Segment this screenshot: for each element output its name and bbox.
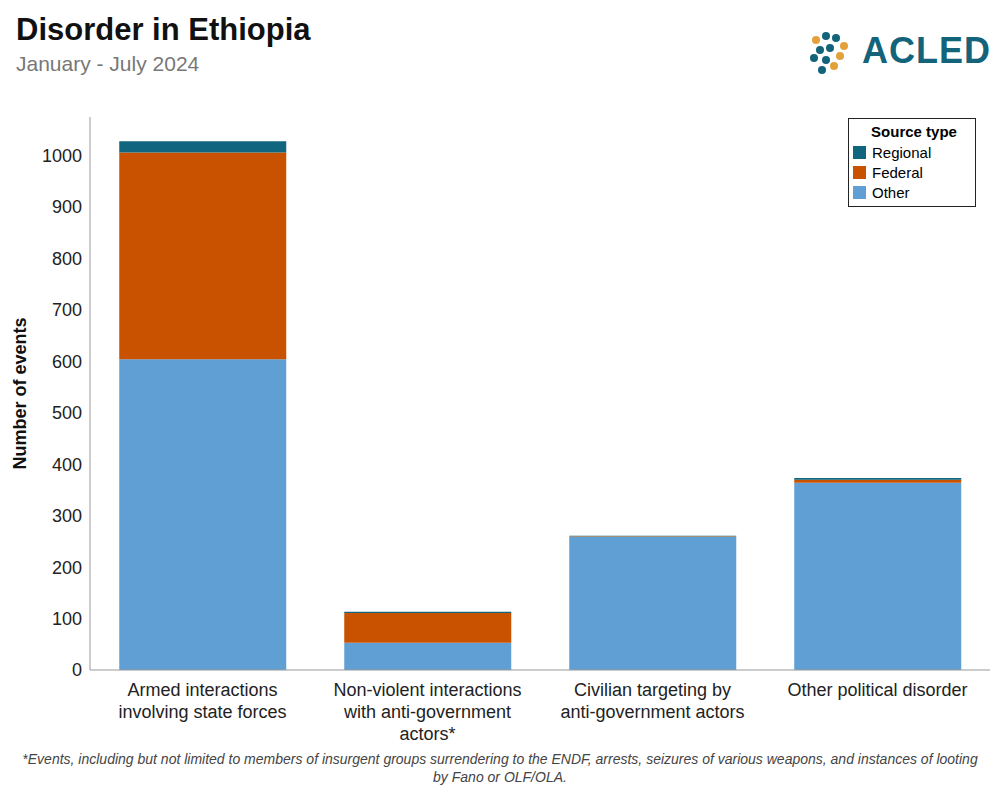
html-text:*Events, including but not lim: *Events, including but not limited to me… xyxy=(22,751,978,785)
html-text:Regional: Regional xyxy=(872,143,932,161)
svg-text:400: 400 xyxy=(52,455,82,475)
html-text:ACLED: ACLED xyxy=(862,30,991,71)
svg-text:1000: 1000 xyxy=(42,146,82,166)
svg-text:600: 600 xyxy=(52,352,82,372)
svg-text:100: 100 xyxy=(52,609,82,629)
svg-text:Other political disorder: Other political disorder xyxy=(787,680,967,700)
html-text:January - July 2024: January - July 2024 xyxy=(16,52,200,75)
html-text:Federal: Federal xyxy=(872,163,923,181)
svg-text:Number of events: Number of events xyxy=(10,317,30,469)
svg-text:Civilian targeting byanti-gove: Civilian targeting byanti-government act… xyxy=(560,680,744,722)
svg-text:Non-violent interactionswith a: Non-violent interactionswith anti-govern… xyxy=(333,680,521,740)
svg-text:0: 0 xyxy=(72,660,82,680)
html-text:Source type: Source type xyxy=(871,123,957,140)
svg-text:800: 800 xyxy=(52,249,82,269)
svg-text:300: 300 xyxy=(52,506,82,526)
svg-text:700: 700 xyxy=(52,300,82,320)
svg-text:500: 500 xyxy=(52,403,82,423)
svg-text:900: 900 xyxy=(52,197,82,217)
html-text:Other: Other xyxy=(872,183,910,201)
svg-text:Armed interactionsinvolving st: Armed interactionsinvolving state forces xyxy=(118,680,286,722)
html-text:Disorder in Ethiopia: Disorder in Ethiopia xyxy=(16,12,311,47)
svg-text:200: 200 xyxy=(52,558,82,578)
